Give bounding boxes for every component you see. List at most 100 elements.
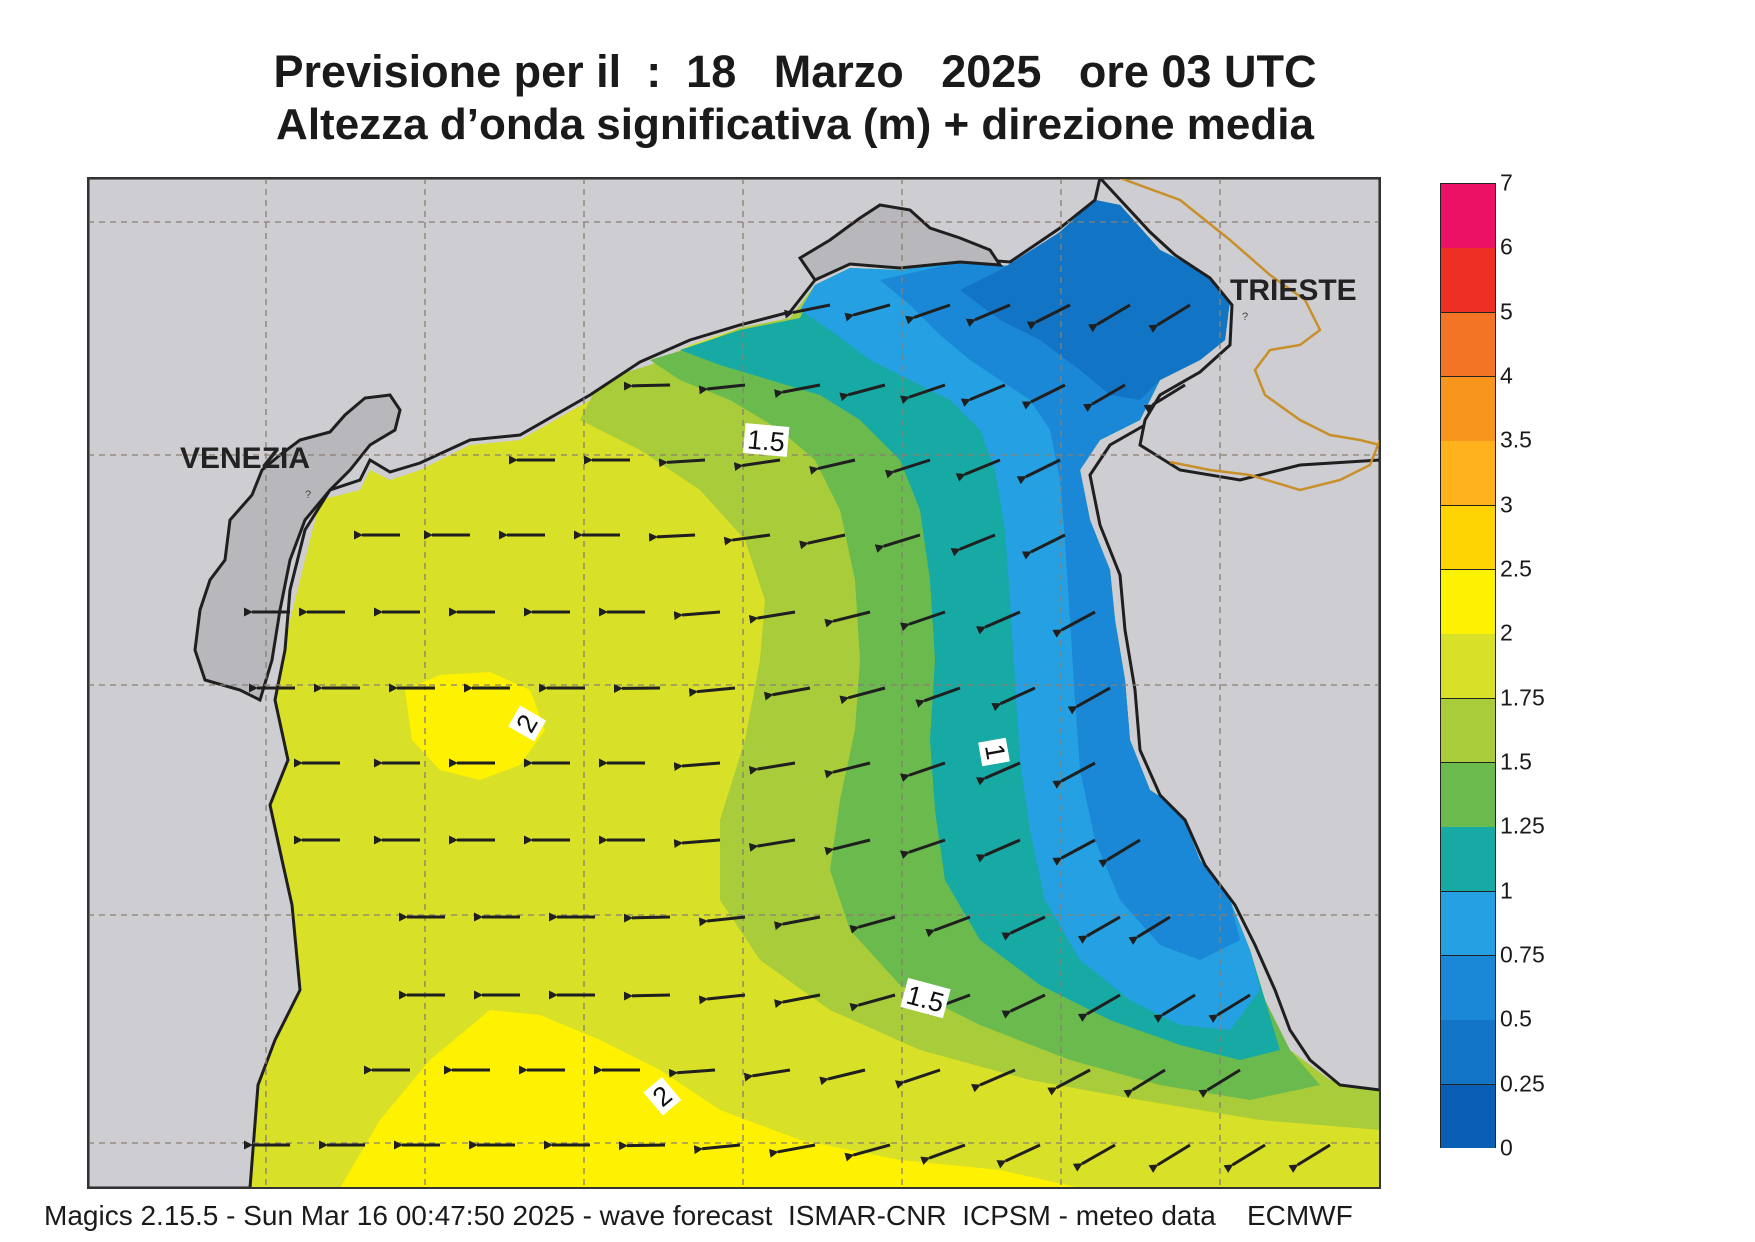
wave-arrow xyxy=(1052,838,1096,866)
colorbar-label: 7 xyxy=(1500,169,1513,196)
wave-arrow xyxy=(1098,838,1141,868)
colorbar-label: 1 xyxy=(1500,877,1513,904)
wave-arrow xyxy=(809,458,856,475)
wave-arrow xyxy=(623,913,671,923)
colorbar-segment xyxy=(1440,955,1496,1020)
wave-arrow xyxy=(950,533,996,557)
national-border xyxy=(1119,178,1380,447)
city-marker-icon: ? xyxy=(1242,311,1248,323)
wave-arrow xyxy=(874,533,921,553)
wave-arrow xyxy=(970,1068,1016,1093)
wave-arrow xyxy=(1198,1068,1241,1098)
wave-arrow xyxy=(648,532,696,542)
wave-arrow xyxy=(698,915,746,927)
wave-arrow xyxy=(1026,303,1071,330)
wave-arrow xyxy=(1077,993,1121,1022)
wave-arrow xyxy=(1148,1143,1191,1173)
wave-arrow xyxy=(824,610,871,628)
wave-arrow xyxy=(925,915,971,938)
colorbar-label: 2.5 xyxy=(1500,555,1532,582)
wave-arrow xyxy=(955,458,1001,482)
colorbar-segment xyxy=(1440,890,1496,956)
wave-arrow xyxy=(996,1143,1041,1169)
wave-arrow xyxy=(698,383,746,395)
wave-arrow xyxy=(1052,761,1096,789)
wave-arrow xyxy=(900,838,946,860)
wave-arrow xyxy=(673,761,721,772)
wave-arrow xyxy=(618,1141,666,1151)
wave-arrow xyxy=(905,303,951,325)
trieste-land xyxy=(1097,178,1380,482)
colorbar-segment xyxy=(1440,826,1496,892)
wave-arrow xyxy=(1082,383,1126,413)
wave-arrow xyxy=(743,1068,791,1082)
wave-arrow xyxy=(965,303,1011,328)
colorbar-label: 0.75 xyxy=(1500,941,1545,968)
map-title: Previsione per il : 18 Marzo 2025 ore 03… xyxy=(273,46,1317,97)
wave-arrow xyxy=(1288,1143,1331,1173)
colorbar-segment xyxy=(1440,311,1496,377)
wave-arrow xyxy=(1153,993,1196,1023)
wave-arrow xyxy=(799,533,846,550)
wave-arrow xyxy=(900,383,946,405)
wave-arrow xyxy=(1208,993,1251,1023)
wave-arrow xyxy=(768,1143,816,1158)
wave-zone-0.25 xyxy=(960,200,1230,400)
wave-arrow xyxy=(920,1143,966,1166)
wave-arrow xyxy=(894,1068,941,1089)
wave-arrow xyxy=(1052,610,1096,638)
wave-arrow xyxy=(915,686,961,708)
colorbar-label: 1.5 xyxy=(1500,748,1532,775)
map-subtitle: Altezza d’onda significativa (m) + direz… xyxy=(276,100,1314,149)
wave-arrow xyxy=(723,533,771,546)
wave-arrow xyxy=(658,458,706,468)
wave-arrow xyxy=(773,993,821,1009)
wave-arrow xyxy=(839,383,886,402)
wave-arrow xyxy=(1021,533,1066,560)
wave-arrow xyxy=(673,610,721,621)
colorbar-segment xyxy=(1440,1019,1496,1085)
contour-label: 1.5 xyxy=(746,424,786,457)
wave-arrow xyxy=(900,761,946,783)
wave-arrow xyxy=(819,1068,866,1086)
wave-arrow xyxy=(733,458,781,472)
wave-zone-2.0-center xyxy=(405,672,545,780)
colorbar-label: 0 xyxy=(1500,1134,1513,1161)
wave-arrow xyxy=(991,686,1036,712)
wave-arrow xyxy=(748,610,796,624)
wave-arrow xyxy=(1088,303,1131,333)
wave-arrow xyxy=(1047,1068,1091,1096)
wave-arrow xyxy=(844,1143,891,1162)
wave-arrow xyxy=(824,761,871,779)
wave-arrow xyxy=(1223,1143,1266,1173)
wave-arrow xyxy=(1001,915,1046,941)
wave-arrow xyxy=(844,303,891,322)
wave-arrow xyxy=(688,686,736,697)
colorbar-label: 2 xyxy=(1500,619,1513,646)
wave-arrow xyxy=(849,993,896,1012)
colorbar-label: 1.75 xyxy=(1500,684,1545,711)
wave-zone-2.0 xyxy=(340,1010,1080,1188)
colorbar-segment xyxy=(1440,376,1496,441)
colorbar-segment xyxy=(1440,504,1496,570)
wave-arrow xyxy=(623,991,671,1001)
colorbar-segment xyxy=(1440,697,1496,763)
wave-arrow xyxy=(849,915,896,934)
wave-arrow xyxy=(960,383,1006,407)
wave-arrow xyxy=(1001,993,1046,1019)
wave-direction-arrows xyxy=(244,303,1331,1173)
wave-arrow xyxy=(1123,1068,1166,1098)
city-label-venezia: VENEZIA xyxy=(180,442,311,475)
wave-arrow xyxy=(884,458,931,479)
marano-lagoon xyxy=(797,203,1003,282)
wave-arrow xyxy=(784,303,831,319)
national-border-south xyxy=(1169,439,1380,492)
lat-lon-grid xyxy=(88,178,1380,1188)
wave-arrow xyxy=(976,838,1021,863)
wave-arrow xyxy=(1067,686,1111,715)
footer-credits: Magics 2.15.5 - Sun Mar 16 00:47:50 2025… xyxy=(44,1200,1353,1231)
city-label-trieste: TRIESTE xyxy=(1230,274,1357,307)
wave-arrow xyxy=(1016,458,1061,485)
wave-arrow xyxy=(623,381,671,391)
